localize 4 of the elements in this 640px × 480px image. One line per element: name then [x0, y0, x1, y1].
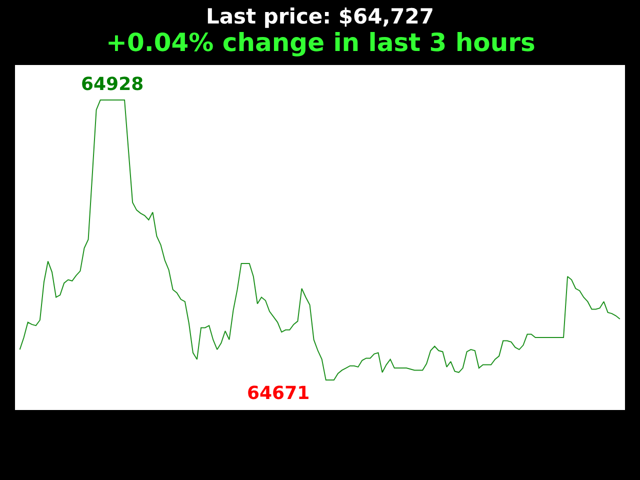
chart-subtitle: +0.04% change in last 3 hours [106, 28, 536, 57]
chart-title: Last price: $64,727 [206, 4, 434, 28]
data-label: 64928 [81, 74, 144, 95]
data-label: 64671 [247, 383, 310, 404]
